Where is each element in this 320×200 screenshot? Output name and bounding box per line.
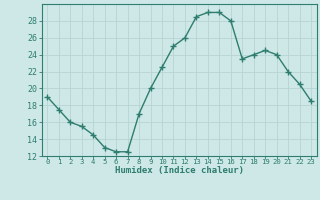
X-axis label: Humidex (Indice chaleur): Humidex (Indice chaleur) xyxy=(115,166,244,175)
